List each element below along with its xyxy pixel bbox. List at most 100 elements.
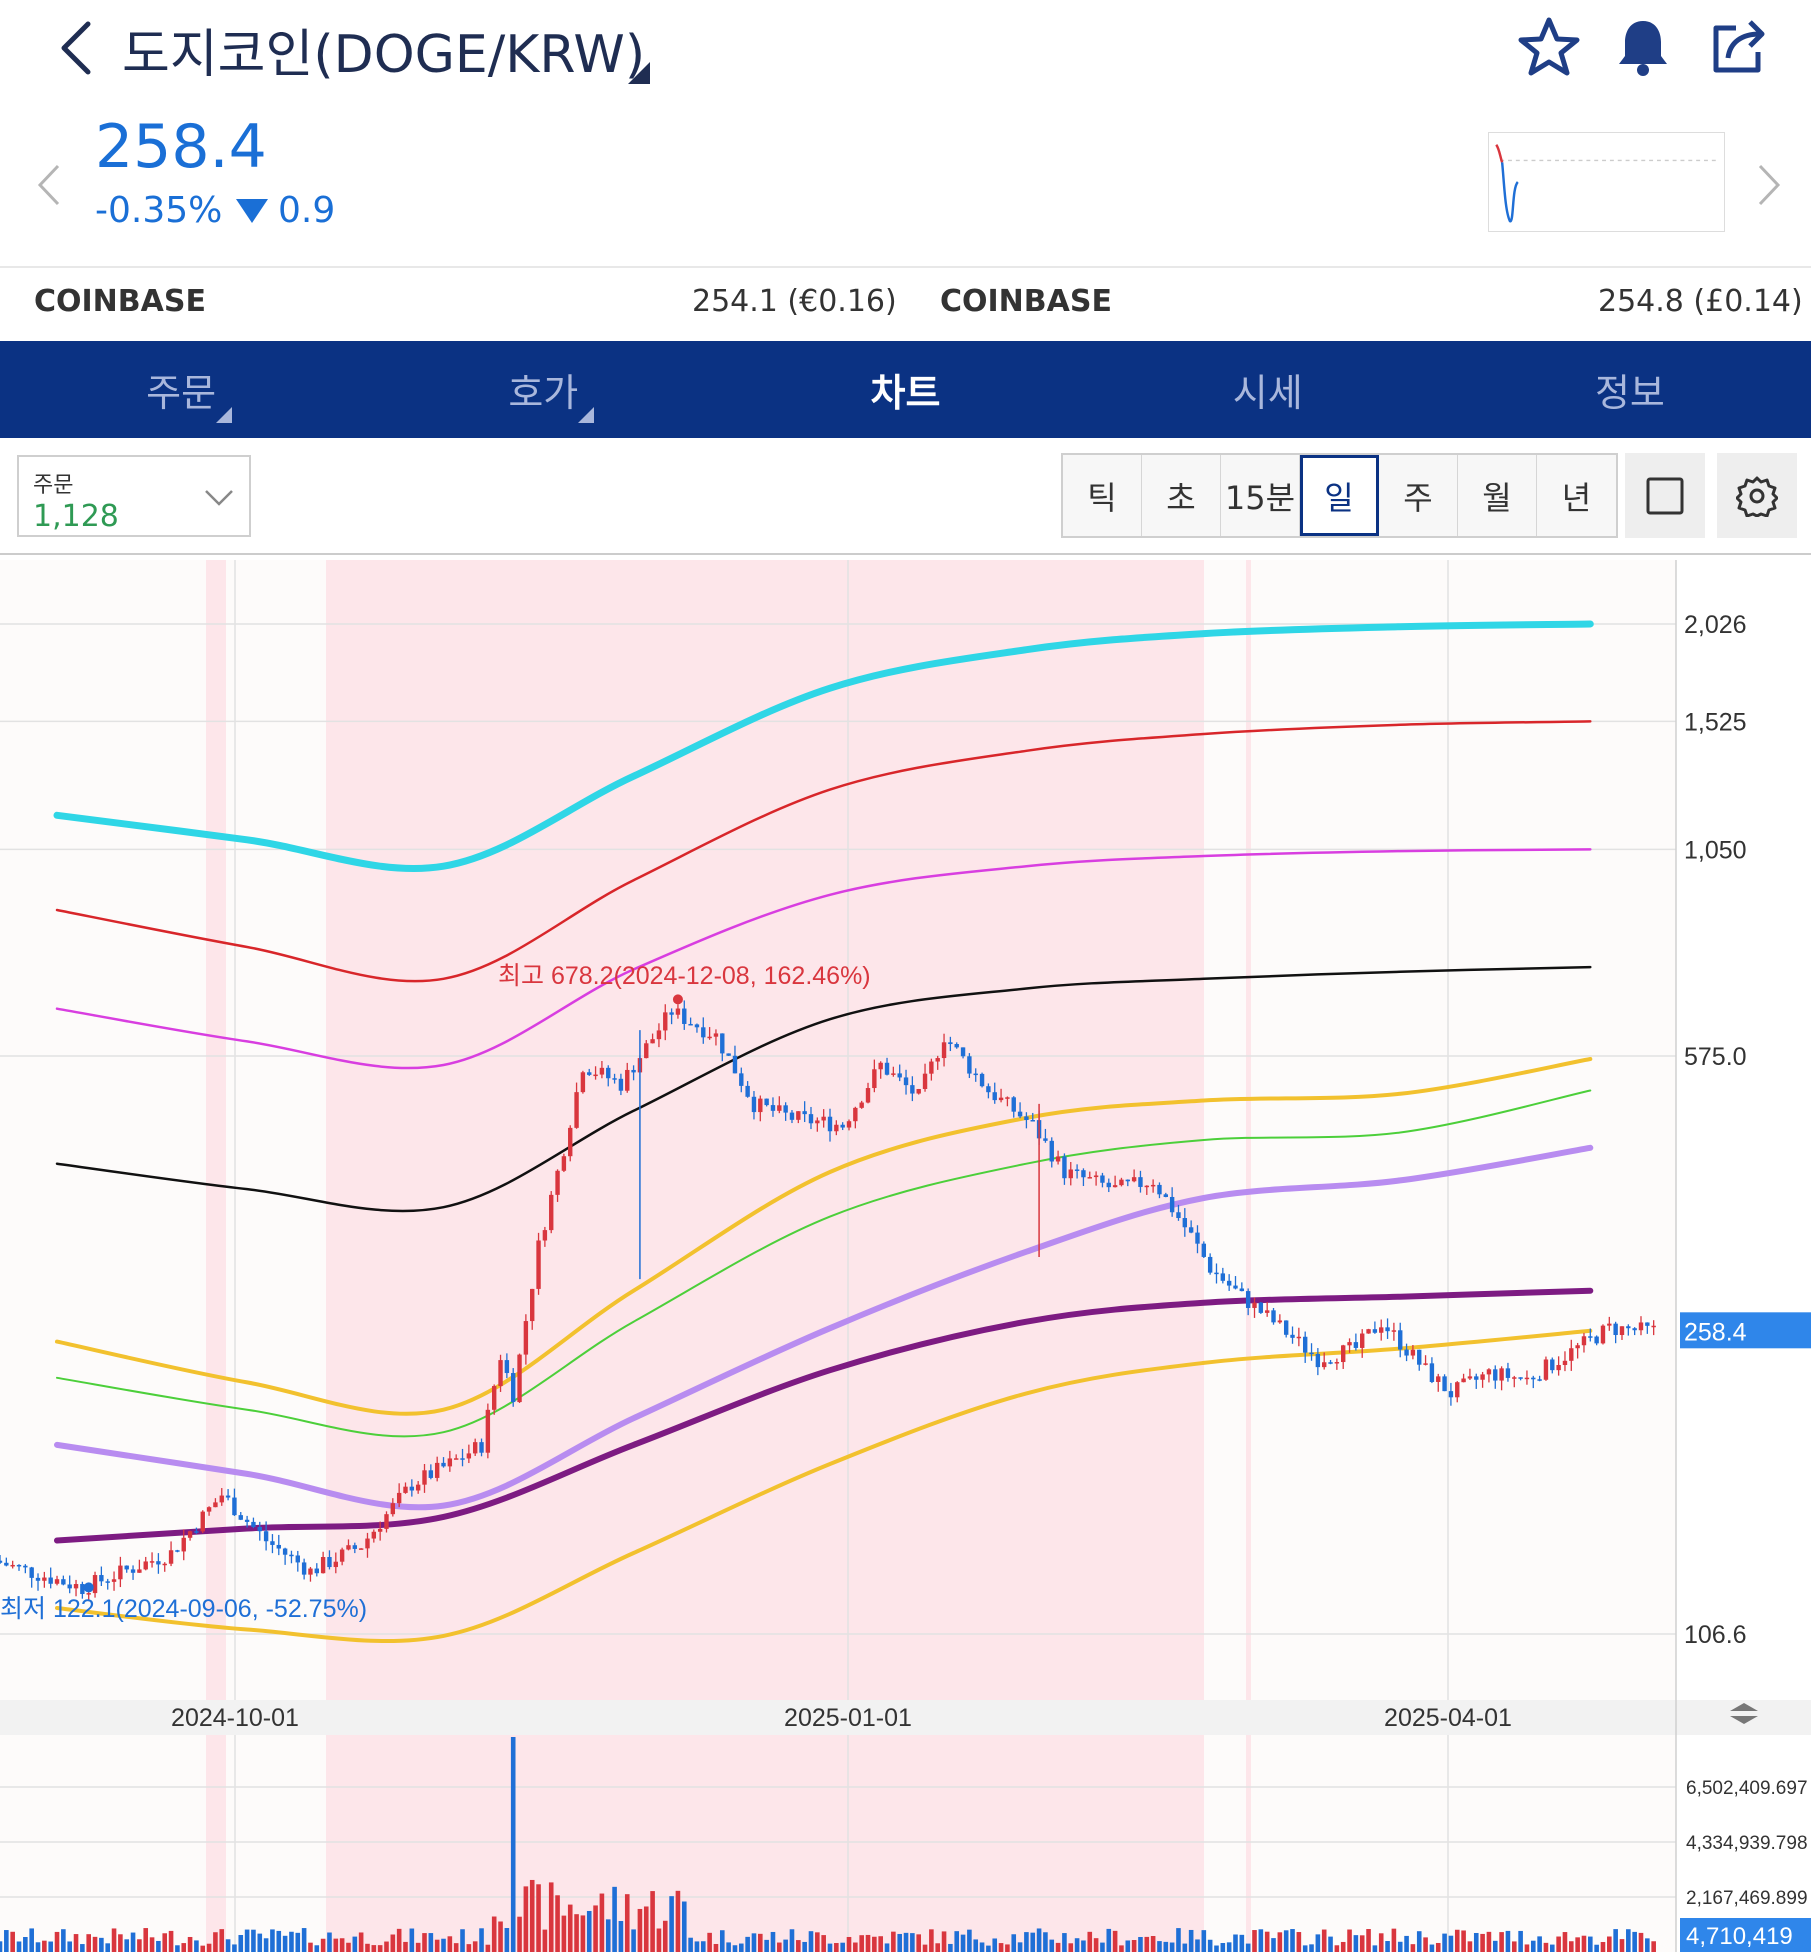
candle-body xyxy=(23,1565,28,1568)
volume-bar xyxy=(149,1937,155,1952)
volume-bar xyxy=(491,1916,497,1952)
exchange-name-2: COINBASE xyxy=(940,284,1112,319)
back-icon[interactable] xyxy=(52,18,102,78)
candle-body xyxy=(1556,1365,1561,1371)
volume-bar xyxy=(447,1936,453,1952)
tab-orderbook[interactable]: 호가 xyxy=(362,341,724,438)
next-arrow-icon[interactable] xyxy=(1752,160,1786,210)
tab-info-label: 정보 xyxy=(1594,371,1665,415)
period-selector: 틱 초 15분 일 주 월 년 xyxy=(1061,453,1618,538)
title-dropdown-icon[interactable] xyxy=(628,62,650,84)
volume-bar xyxy=(681,1901,687,1952)
volume-bar xyxy=(897,1933,902,1952)
volume-bar xyxy=(54,1931,60,1952)
volume-bar xyxy=(460,1929,465,1952)
volume-bar xyxy=(688,1937,693,1952)
candle-body xyxy=(466,1453,472,1459)
star-icon[interactable] xyxy=(1516,14,1582,80)
period-15min[interactable]: 15분 xyxy=(1221,455,1300,536)
volume-bar xyxy=(542,1929,548,1952)
shaded-region xyxy=(326,560,1204,1700)
candle-body xyxy=(1537,1379,1542,1381)
volume-bar xyxy=(1125,1940,1131,1952)
candle-body xyxy=(542,1230,548,1241)
candle-body xyxy=(1651,1325,1656,1328)
candle-body xyxy=(1074,1169,1080,1171)
candle-body xyxy=(1233,1285,1238,1289)
candle-body xyxy=(701,1027,706,1038)
volume-bar xyxy=(1543,1942,1549,1952)
volume-bar xyxy=(1277,1932,1283,1952)
volume-bar xyxy=(523,1886,529,1952)
candle-body xyxy=(1366,1329,1371,1334)
volume-bar xyxy=(1594,1944,1599,1952)
volume-bar xyxy=(1588,1936,1593,1952)
volume-bar xyxy=(1321,1929,1327,1952)
candle-body xyxy=(1518,1377,1523,1379)
candle-body xyxy=(1505,1368,1511,1378)
candle-body xyxy=(257,1526,262,1532)
order-selector[interactable]: 주문 1,128 xyxy=(17,455,251,537)
candle-body xyxy=(840,1124,845,1128)
volume-bar xyxy=(618,1920,624,1952)
high-marker xyxy=(672,994,683,1005)
candle-body xyxy=(396,1492,402,1504)
candle-body xyxy=(732,1055,738,1074)
volume-bar xyxy=(1562,1932,1568,1952)
tab-order[interactable]: 주문 xyxy=(0,341,362,438)
volume-bar xyxy=(1473,1932,1479,1952)
volume-bar xyxy=(206,1943,212,1952)
period-year[interactable]: 년 xyxy=(1561,478,1592,517)
volume-bar xyxy=(200,1945,206,1952)
volume-bar xyxy=(1505,1930,1511,1952)
volume-bar xyxy=(656,1928,662,1952)
volume-bar xyxy=(536,1884,541,1952)
candle-body xyxy=(168,1550,174,1564)
period-second[interactable]: 초 xyxy=(1142,455,1221,536)
candle-body xyxy=(453,1458,459,1460)
volume-bar xyxy=(1207,1939,1213,1952)
candle-body xyxy=(568,1127,573,1157)
volume-bar xyxy=(1613,1929,1618,1952)
candle-body xyxy=(48,1577,53,1584)
tab-chart-label: 차트 xyxy=(870,371,941,415)
price-chart[interactable]: 최고 678.2(2024-12-08, 162.46%) 최저 122.1(20… xyxy=(0,556,1811,1952)
candle-body xyxy=(92,1575,98,1594)
page-title[interactable]: 도지코인(DOGE/KRW) xyxy=(122,25,646,85)
settings-button[interactable] xyxy=(1717,453,1797,538)
square-icon xyxy=(1646,477,1684,514)
period-tick[interactable]: 틱 xyxy=(1063,455,1142,536)
volume-bar xyxy=(441,1938,446,1952)
volume-bar xyxy=(1131,1940,1137,1952)
shaded-region xyxy=(1246,560,1251,1700)
candle-body xyxy=(118,1565,123,1580)
volume-bar xyxy=(1005,1944,1010,1952)
bell-icon[interactable] xyxy=(1610,14,1676,80)
share-icon[interactable] xyxy=(1706,14,1772,80)
resize-down-icon xyxy=(1730,1716,1758,1724)
candle-body xyxy=(460,1458,465,1460)
prev-arrow-icon[interactable] xyxy=(32,160,66,210)
volume-bar xyxy=(10,1931,15,1952)
candle-body xyxy=(1328,1362,1333,1364)
mini-sparkline[interactable] xyxy=(1488,132,1725,232)
volume-bar xyxy=(979,1942,985,1952)
candle-body xyxy=(1550,1359,1555,1371)
tab-chart[interactable]: 차트 xyxy=(724,341,1086,438)
volume-bar xyxy=(498,1921,503,1952)
period-week[interactable]: 주 xyxy=(1379,455,1458,536)
period-month[interactable]: 월 xyxy=(1458,455,1537,536)
period-day[interactable]: 일 xyxy=(1300,455,1379,536)
candle-body xyxy=(308,1568,313,1575)
low-marker xyxy=(83,1582,94,1593)
square-button[interactable] xyxy=(1625,453,1705,538)
candle-body xyxy=(663,1012,668,1031)
tab-quotes[interactable]: 시세 xyxy=(1087,341,1449,438)
volume-bar xyxy=(118,1934,123,1952)
candle-body xyxy=(1258,1302,1264,1313)
volume-bar xyxy=(1556,1936,1561,1952)
tab-info[interactable]: 정보 xyxy=(1449,341,1811,438)
candle-body xyxy=(1575,1345,1580,1349)
candle-body xyxy=(859,1102,864,1108)
volume-bar xyxy=(130,1932,136,1952)
